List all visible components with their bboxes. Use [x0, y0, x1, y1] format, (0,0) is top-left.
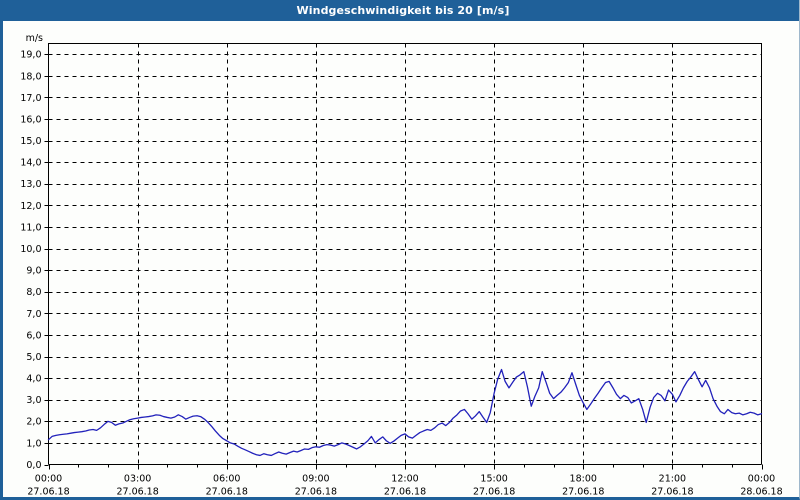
y-axis-tick-label: 10,0 — [20, 244, 41, 255]
x-axis-date-label: 27.06.18 — [384, 487, 426, 498]
x-axis-date-label: 27.06.18 — [116, 487, 158, 498]
y-axis-tick-label: 13,0 — [20, 179, 41, 190]
x-axis-tick-label: 18:00 — [570, 474, 597, 485]
y-axis-tick-label: 6,0 — [26, 330, 41, 341]
y-axis-tick-label: 17,0 — [20, 93, 41, 104]
y-axis-unit-label: m/s — [26, 33, 43, 44]
y-axis-tick-label: 8,0 — [26, 287, 41, 298]
plot-border — [48, 43, 762, 465]
y-axis-tick-label: 18,0 — [20, 71, 41, 82]
y-axis-tick-label: 7,0 — [26, 309, 41, 320]
x-axis-tick-label: 00:00 — [35, 474, 62, 485]
y-axis-tick-label: 1,0 — [26, 438, 41, 449]
x-axis-date-label: 27.06.18 — [27, 487, 69, 498]
x-axis-date-label: 27.06.18 — [295, 487, 337, 498]
y-axis-tick-label: 19,0 — [20, 50, 41, 61]
x-axis-tick-label: 00:00 — [748, 474, 775, 485]
y-axis-tick-marks — [44, 54, 49, 466]
x-axis-date-label: 27.06.18 — [562, 487, 604, 498]
y-axis-tick-label: 14,0 — [20, 158, 41, 169]
vertical-gridlines — [138, 43, 673, 465]
y-axis-tick-label: 15,0 — [20, 136, 41, 147]
x-axis-date-label: 27.06.18 — [651, 487, 693, 498]
x-axis-date-label: 27.06.18 — [206, 487, 248, 498]
x-axis-tick-label: 15:00 — [480, 474, 507, 485]
x-axis-tick-label: 09:00 — [302, 474, 329, 485]
x-axis-tick-label: 21:00 — [659, 474, 686, 485]
window-titlebar: Windgeschwindigkeit bis 20 [m/s] — [3, 0, 799, 21]
x-axis-tick-marks — [49, 464, 763, 470]
series-line-windgeschwindigkeit — [47, 368, 763, 457]
y-axis-tick-label: 9,0 — [26, 266, 41, 277]
x-axis-date-label: 27.06.18 — [473, 487, 515, 498]
y-axis-tick-label: 0,0 — [26, 460, 41, 471]
x-axis-tick-label: 03:00 — [124, 474, 151, 485]
x-axis-tick-label: 06:00 — [213, 474, 240, 485]
y-axis-tick-label: 4,0 — [26, 374, 41, 385]
x-axis-labels: 00:00 27.06.18 03:00 27.06.18 06:00 27.06.18 0… — [27, 474, 782, 498]
y-axis-tick-label: 2,0 — [26, 417, 41, 428]
y-axis-tick-label: 3,0 — [26, 395, 41, 406]
chart-background — [3, 21, 799, 497]
horizontal-gridlines — [48, 54, 762, 444]
y-axis-labels: 0,0 1,0 2,0 3,0 4,0 5,0 6,0 7,0 8,0 9,0 10,0 11,0 12… — [20, 50, 41, 471]
x-axis-date-label: 28.06.18 — [740, 487, 782, 498]
y-axis-tick-label: 11,0 — [20, 222, 41, 233]
wind-speed-line-chart: 0,0 1,0 2,0 3,0 4,0 5,0 6,0 7,0 8,0 9,0 10,0 11,0 12… — [3, 21, 799, 498]
y-axis-tick-label: 16,0 — [20, 114, 41, 125]
x-axis-tick-label: 12:00 — [391, 474, 418, 485]
y-axis-tick-label: 5,0 — [26, 352, 41, 363]
page-title: Windgeschwindigkeit bis 20 [m/s] — [296, 4, 510, 17]
data-series-group — [47, 368, 763, 457]
y-axis-tick-label: 12,0 — [20, 201, 41, 212]
chart-canvas-area: 0,0 1,0 2,0 3,0 4,0 5,0 6,0 7,0 8,0 9,0 10,0 11,0 12… — [3, 21, 799, 498]
